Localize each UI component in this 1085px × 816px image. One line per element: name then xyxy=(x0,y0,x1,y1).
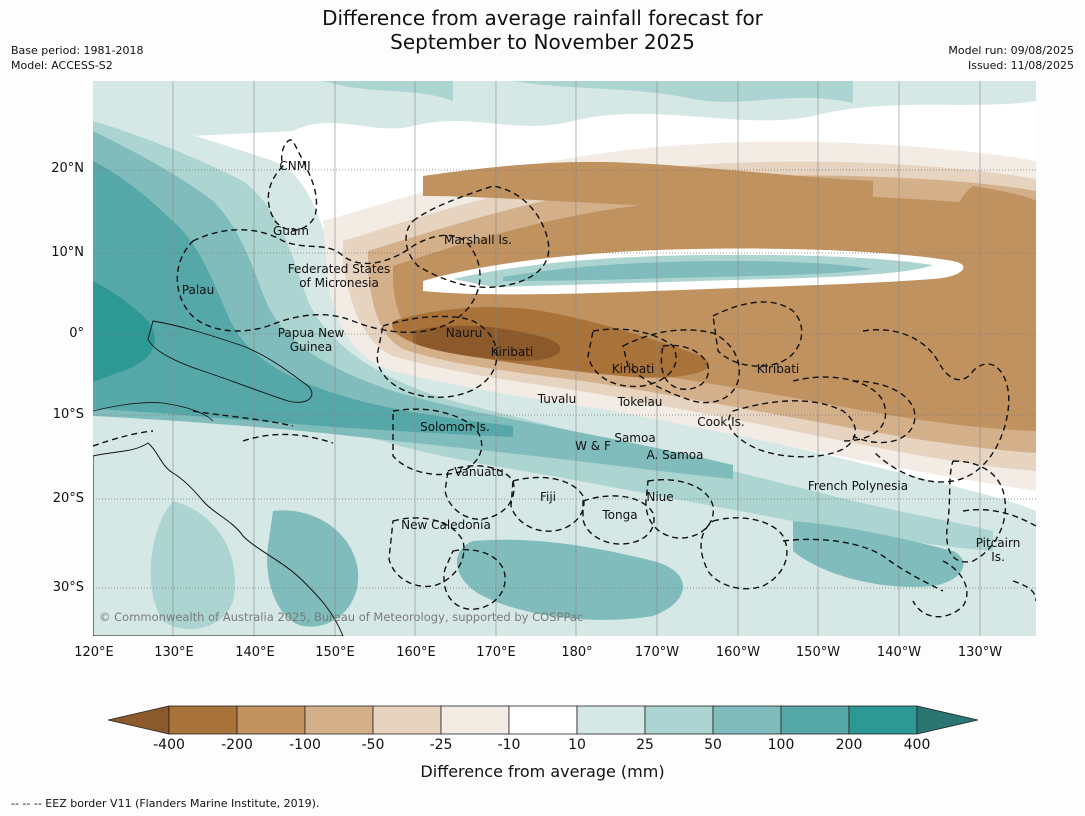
lon-label-160e: 160°E xyxy=(396,645,436,660)
title-line-2: September to November 2025 xyxy=(390,30,695,54)
colorbar-tick: 10 xyxy=(568,737,586,753)
lat-label-10s: 10°S xyxy=(52,407,84,422)
lon-label-170e: 170°E xyxy=(476,645,516,660)
region-label-kiribati-east: Kiribati xyxy=(756,362,800,376)
region-label-nauru: Nauru xyxy=(445,326,483,340)
rainfall-map: CNMI Guam Federated States of Micronesia… xyxy=(93,81,1036,636)
region-label-pitcairn: Pitcairn Is. xyxy=(975,536,1021,564)
lon-label-140e: 140°E xyxy=(235,645,275,660)
lat-label-0: 0° xyxy=(69,326,84,341)
issued-date: Issued: 11/08/2025 xyxy=(967,59,1074,72)
colorbar-swatch xyxy=(848,705,918,735)
region-label-american-samoa: A. Samoa xyxy=(646,448,704,462)
colorbar-tick: -200 xyxy=(221,737,253,753)
lon-label-150e: 150°E xyxy=(315,645,355,660)
colorbar xyxy=(108,705,978,735)
colorbar-extend-low xyxy=(108,705,170,735)
colorbar-swatch xyxy=(508,705,578,735)
region-label-wallis-futuna: W & F xyxy=(575,439,611,453)
model-run: Model run: 09/08/2025 xyxy=(948,44,1074,57)
australia-coastline xyxy=(93,442,344,636)
colorbar-tick: -100 xyxy=(289,737,321,753)
new-guinea-coastline xyxy=(147,320,313,403)
colorbar-swatch xyxy=(236,705,306,735)
colorbar-tick: 100 xyxy=(767,737,795,753)
colorbar-tick: 50 xyxy=(704,737,722,753)
colorbar-tick: -25 xyxy=(429,737,453,753)
colorbar-swatch xyxy=(644,705,714,735)
colorbar-tick: -50 xyxy=(361,737,385,753)
region-label-marshall: Marshall Is. xyxy=(444,233,512,247)
region-label-samoa: Samoa xyxy=(614,431,656,445)
colorbar-tick: -400 xyxy=(153,737,185,753)
eez-borders xyxy=(93,139,1036,618)
lon-label-130e: 130°E xyxy=(154,645,194,660)
copyright-notice: © Commonwealth of Australia 2025, Bureau… xyxy=(99,610,584,624)
lon-label-180: 180° xyxy=(561,645,593,660)
lat-label-10n: 10°N xyxy=(51,245,84,260)
colorbar-tick: 25 xyxy=(636,737,654,753)
colorbar-tick: 400 xyxy=(903,737,931,753)
region-label-kiribati-central: Kiribati xyxy=(611,362,655,376)
lat-label-30s: 30°S xyxy=(52,580,84,595)
colorbar-tick: 200 xyxy=(835,737,863,753)
region-label-fiji: Fiji xyxy=(539,490,557,504)
lon-label-120e: 120°E xyxy=(74,645,114,660)
map-canvas xyxy=(93,81,1036,636)
lon-label-130w: 130°W xyxy=(957,645,1003,660)
colorbar-swatch xyxy=(440,705,510,735)
colorbar-swatch xyxy=(304,705,374,735)
region-label-png: Papua New Guinea xyxy=(277,326,345,354)
region-label-tuvalu: Tuvalu xyxy=(537,392,577,406)
model-name: Model: ACCESS-S2 xyxy=(11,59,113,72)
colorbar-swatch xyxy=(712,705,782,735)
graticule xyxy=(172,81,981,636)
lon-label-160w: 160°W xyxy=(715,645,761,660)
eez-legend-note: -- -- -- EEZ border V11 (Flanders Marine… xyxy=(11,797,320,810)
colorbar-swatch xyxy=(168,705,238,735)
region-label-palau: Palau xyxy=(181,283,215,297)
colorbar-tick: -10 xyxy=(497,737,521,753)
region-label-cnmi: CNMI xyxy=(279,159,311,173)
region-label-solomon: Solomon Is. xyxy=(420,420,490,434)
lat-label-20s: 20°S xyxy=(52,491,84,506)
metadata-right: Model run: 09/08/2025 Issued: 11/08/2025 xyxy=(948,43,1074,73)
colorbar-title: Difference from average (mm) xyxy=(420,762,665,781)
region-label-new-caledonia: New Caledonia xyxy=(401,518,491,532)
lat-label-20n: 20°N xyxy=(51,161,84,176)
colorbar-swatch xyxy=(372,705,442,735)
region-label-tonga: Tonga xyxy=(602,508,638,522)
region-label-micronesia: Federated States of Micronesia xyxy=(287,262,391,290)
base-period: Base period: 1981-2018 xyxy=(11,44,144,57)
colorbar-swatch xyxy=(576,705,646,735)
region-label-vanuatu: Vanuatu xyxy=(454,465,504,479)
map-title: Difference from average rainfall forecas… xyxy=(0,6,1085,54)
metadata-left: Base period: 1981-2018 Model: ACCESS-S2 xyxy=(11,43,143,73)
region-label-french-polynesia: French Polynesia xyxy=(807,479,909,493)
lon-label-150w: 150°W xyxy=(795,645,841,660)
lon-label-140w: 140°W xyxy=(876,645,922,660)
region-label-niue: Niue xyxy=(646,490,674,504)
title-line-1: Difference from average rainfall forecas… xyxy=(322,6,763,30)
lon-label-170w: 170°W xyxy=(634,645,680,660)
region-label-kiribati-west: Kiribati xyxy=(490,345,534,359)
colorbar-extend-high xyxy=(916,705,978,735)
colorbar-swatch xyxy=(780,705,850,735)
region-label-guam: Guam xyxy=(273,224,309,238)
region-label-cook: Cook Is. xyxy=(697,415,745,429)
region-label-tokelau: Tokelau xyxy=(617,395,663,409)
